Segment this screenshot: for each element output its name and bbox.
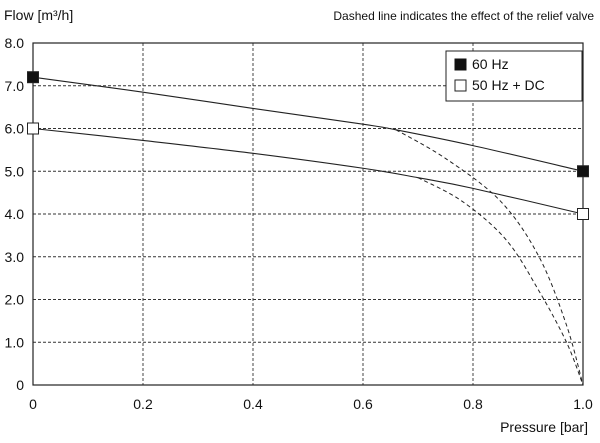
y-tick-label: 2.0	[5, 292, 25, 308]
y-tick-label: 3.0	[5, 249, 25, 265]
y-tick-label: 7.0	[5, 78, 25, 94]
series-line-60hz	[32, 76, 584, 172]
tick-labels: 0 1.0 2.0 3.0 4.0 5.0 6.0 7.0 8.0 0 0.2 0.4 0.6 0.8 1.…	[5, 35, 593, 412]
x-tick-label: 0.6	[353, 396, 373, 412]
legend-label-50hz-dc: 50 Hz + DC	[472, 77, 545, 93]
legend-box	[445, 50, 583, 102]
y-tick-label: 6.0	[5, 121, 25, 137]
y-tick-label: 8.0	[5, 35, 25, 51]
legend-marker-60hz	[454, 58, 467, 71]
x-tick-label: 0	[29, 396, 37, 412]
relief-valve-line-50hz-dc	[417, 177, 584, 386]
x-tick-label: 0.2	[133, 396, 153, 412]
grid	[33, 43, 583, 385]
x-tick-label: 0.4	[243, 396, 263, 412]
legend-marker-50hz-dc	[454, 79, 467, 92]
data-point-60hz	[577, 165, 589, 178]
y-tick-label: 4.0	[5, 206, 25, 222]
y-tick-label: 5.0	[5, 163, 25, 179]
legend: 60 Hz 50 Hz + DC	[445, 50, 583, 102]
y-tick-label: 1.0	[5, 334, 25, 350]
series-markers	[27, 71, 589, 220]
x-tick-label: 0.8	[463, 396, 483, 412]
legend-label-60hz: 60 Hz	[472, 56, 509, 72]
x-tick-label: 1.0	[573, 396, 593, 412]
x-axis-title: Pressure [bar]	[500, 419, 588, 435]
data-point-50hz-dc	[577, 208, 589, 220]
y-axis-title: Flow [m³/h]	[4, 7, 73, 23]
series-lines	[32, 76, 584, 386]
series-line-50hz-dc	[32, 127, 584, 215]
y-tick-label: 0	[16, 377, 24, 393]
relief-valve-note: Dashed line indicates the effect of the …	[333, 9, 594, 23]
data-point-50hz-dc	[27, 122, 39, 135]
data-point-60hz	[27, 71, 39, 84]
